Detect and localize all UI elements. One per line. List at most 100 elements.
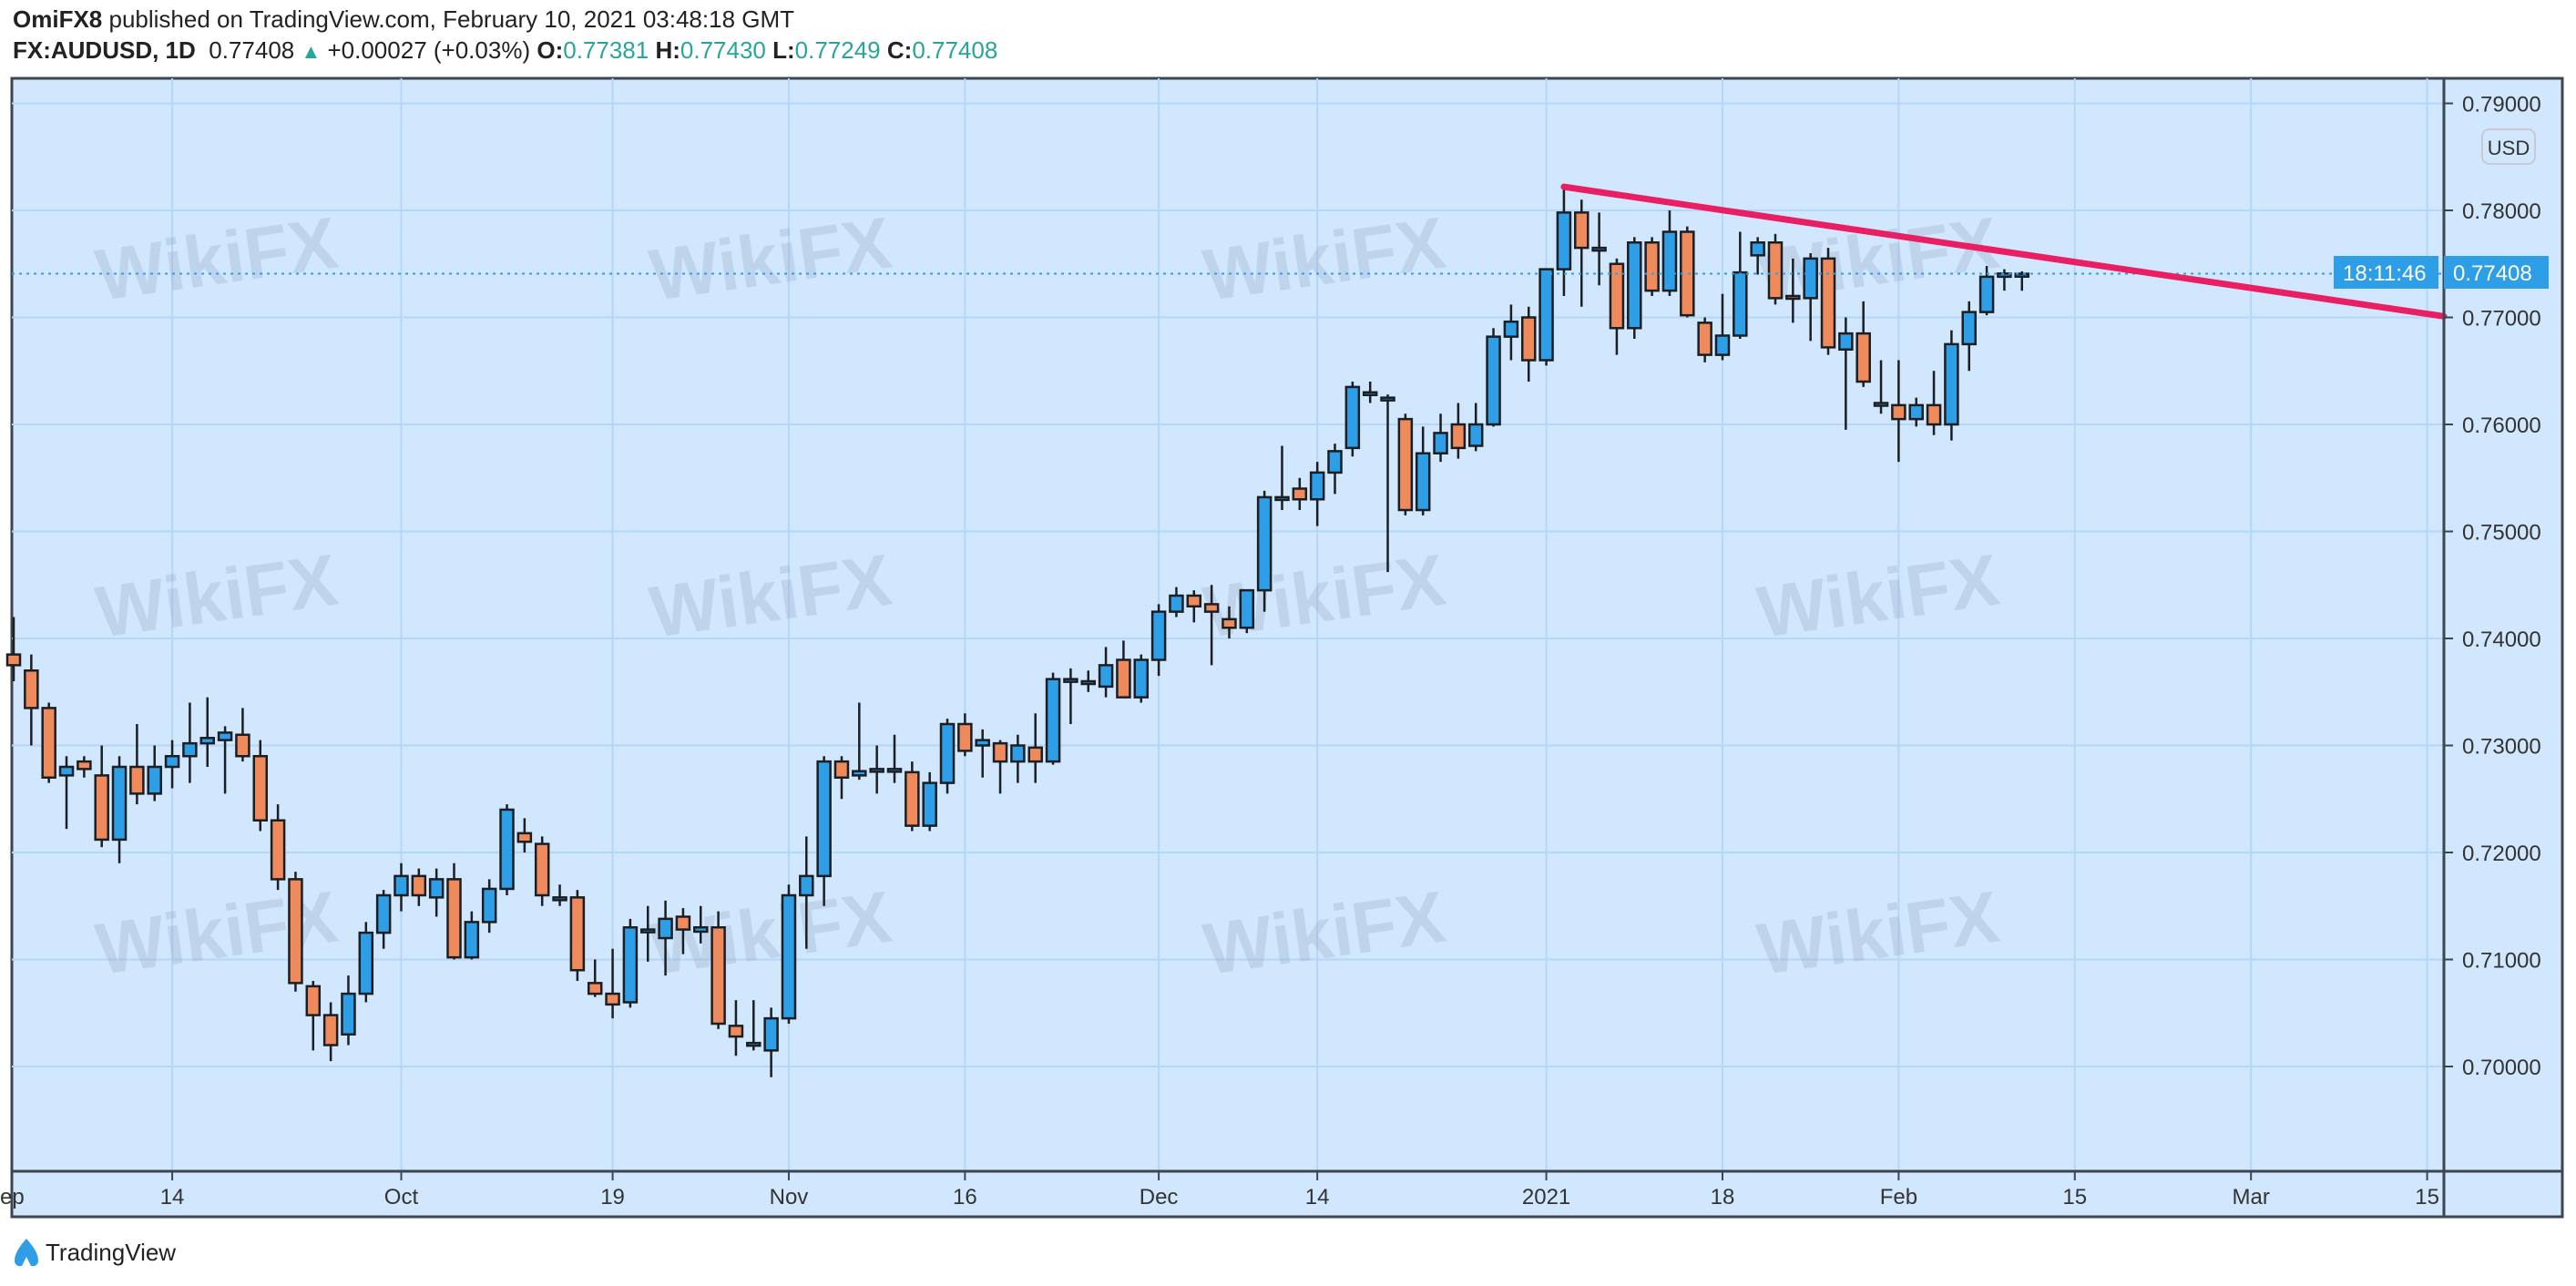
- candle-up: [939, 719, 956, 794]
- candle-body: [1750, 241, 1765, 257]
- candle-body: [1186, 594, 1202, 607]
- tradingview-brand: TradingView: [46, 1238, 177, 1266]
- candle-up: [1309, 462, 1325, 526]
- candle-body: [1820, 257, 1836, 349]
- author-name[interactable]: OmiFX8: [13, 5, 103, 33]
- candle-body: [1010, 744, 1026, 763]
- candle-body: [905, 771, 920, 827]
- candle-body: [1169, 594, 1184, 613]
- candle-body: [833, 760, 850, 779]
- candle-up: [164, 740, 180, 789]
- candle-up: [199, 697, 215, 767]
- candle-body: [1714, 334, 1731, 356]
- candle-body: [1203, 603, 1220, 613]
- candle-body: [1609, 262, 1625, 330]
- candle-up: [58, 756, 75, 830]
- candle-down: [305, 981, 322, 1051]
- publish-text: published on TradingView.com, February 1…: [108, 5, 795, 33]
- candle-body: [5, 653, 22, 667]
- candle-body: [1080, 679, 1096, 686]
- candle-body: [939, 722, 956, 784]
- candle-up: [1556, 187, 1572, 296]
- candle-body: [1222, 617, 1237, 629]
- candle-up: [1239, 588, 1255, 634]
- candle-up: [763, 1007, 779, 1077]
- candles: [5, 187, 2030, 1077]
- candle-body: [816, 760, 832, 878]
- candle-up: [375, 890, 392, 949]
- candle-up: [1961, 301, 1977, 372]
- y-tick-label: 0.78000: [2462, 199, 2541, 224]
- x-tick-label: 18: [1711, 1185, 1735, 1209]
- candle-up: [693, 905, 709, 944]
- candle-body: [975, 739, 990, 747]
- candle-body: [464, 921, 480, 959]
- candle-body: [763, 1016, 779, 1052]
- candle-body: [322, 1014, 339, 1046]
- candle-up: [869, 745, 884, 794]
- candle-up: [1873, 360, 1889, 414]
- candle-body: [1538, 268, 1554, 362]
- candle-up: [886, 734, 903, 783]
- candle-body: [1292, 487, 1308, 501]
- candle-body: [1733, 270, 1748, 337]
- candle-body: [1520, 316, 1537, 362]
- candle-body: [587, 982, 603, 995]
- candle-up: [552, 884, 567, 906]
- currency-badge[interactable]: USD: [2481, 128, 2536, 165]
- candle-body: [1591, 246, 1607, 252]
- y-tick-label: 0.70000: [2462, 1056, 2541, 1080]
- price-axis[interactable]: 0.79000 0.78000 0.77000 0.76000 0.75000 0.740…: [2444, 93, 2541, 1081]
- candle-up: [1714, 293, 1731, 361]
- candle-up: [1063, 668, 1078, 724]
- candle-body: [164, 755, 180, 769]
- time-axis[interactable]: Sep 14 Oct 19 Nov 16 Dec 14 2021 18 Feb 15 Mar 15: [0, 1171, 2439, 1209]
- candle-down: [1450, 403, 1467, 459]
- candle-body: [781, 893, 797, 1020]
- candle-down: [587, 959, 603, 997]
- x-tick-label: Nov: [770, 1185, 809, 1209]
- candle-body: [1133, 658, 1150, 699]
- candle-down: [957, 713, 973, 757]
- candle-up: [1256, 490, 1273, 612]
- candle-up: [464, 911, 480, 960]
- candle-body: [1239, 588, 1255, 629]
- candle-down: [1116, 640, 1131, 699]
- candle-body: [1450, 423, 1467, 450]
- candle-body: [1256, 495, 1273, 592]
- candle-down: [710, 911, 726, 1029]
- candle-body: [799, 874, 814, 897]
- current-price-label: 0.77408: [2453, 261, 2532, 286]
- candle-down: [24, 654, 39, 746]
- candle-body: [1362, 391, 1378, 396]
- high-value: 0.77430: [680, 36, 766, 64]
- candle-body: [305, 985, 322, 1016]
- candle-up: [1627, 237, 1642, 339]
- candle-up: [1908, 397, 1924, 427]
- x-tick-label: Feb: [1880, 1185, 1917, 1209]
- candle-body: [1697, 322, 1712, 356]
- candle-body: [394, 874, 409, 897]
- candle-body: [1574, 211, 1590, 250]
- x-tick-label: 16: [953, 1185, 977, 1209]
- candle-up: [182, 702, 198, 783]
- candle-body: [358, 931, 374, 995]
- candle-body: [1116, 658, 1131, 699]
- candle-body: [552, 896, 567, 902]
- candle-up: [358, 922, 374, 1003]
- candle-down: [1574, 199, 1590, 307]
- tradingview-logo[interactable]: TradingView: [13, 1237, 176, 1268]
- candle-up: [111, 756, 128, 863]
- candle-up: [341, 975, 356, 1046]
- y-tick-label: 0.76000: [2462, 413, 2541, 438]
- candle-up: [1150, 604, 1167, 677]
- candle-body: [199, 737, 215, 745]
- candle-body: [1891, 403, 1906, 421]
- low-label: L:: [772, 36, 795, 64]
- candle-body: [288, 878, 303, 985]
- candle-body: [1944, 342, 1959, 426]
- x-tick-label: 14: [1305, 1185, 1330, 1209]
- price-change: +0.00027 (+0.03%): [327, 36, 531, 64]
- candle-body: [728, 1025, 744, 1038]
